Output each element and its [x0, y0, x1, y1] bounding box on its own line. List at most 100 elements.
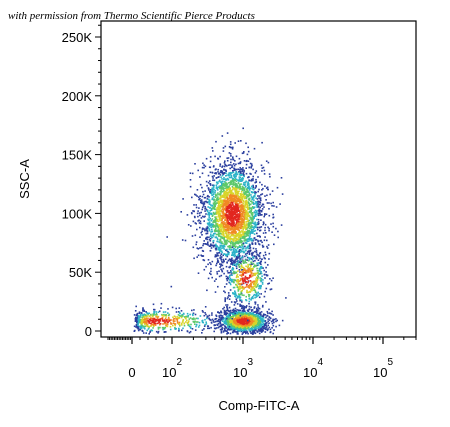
event-dot [225, 214, 227, 216]
event-dot [180, 316, 183, 319]
event-dot [240, 180, 242, 182]
event-dot [269, 316, 271, 319]
event-dot [195, 241, 198, 243]
event-dot [251, 164, 253, 167]
event-dot [227, 201, 229, 203]
event-dot [211, 198, 213, 201]
event-dot [239, 296, 242, 299]
event-dot [214, 172, 216, 175]
event-dot [247, 226, 249, 229]
event-dot [238, 229, 240, 231]
event-dot [213, 188, 215, 191]
event-dot [267, 244, 270, 246]
event-dot [242, 266, 245, 269]
event-dot [246, 226, 248, 228]
event-dot [222, 324, 225, 326]
event-dot [250, 209, 253, 211]
event-dot [234, 327, 237, 329]
event-dot [226, 159, 229, 162]
event-dot [238, 311, 241, 313]
event-dot [236, 199, 239, 202]
event-dot [197, 215, 199, 218]
event-dot [224, 230, 226, 232]
event-dot [249, 162, 252, 165]
event-dot [221, 217, 223, 220]
event-dot [236, 300, 238, 302]
event-dot [261, 319, 263, 322]
event-dot [264, 261, 267, 264]
event-dot [250, 332, 252, 334]
event-dot [232, 221, 234, 224]
event-dot [233, 254, 235, 256]
event-dot [198, 198, 201, 201]
event-dot [240, 278, 242, 281]
event-dot [247, 317, 249, 319]
event-dot [245, 242, 248, 244]
event-dot [216, 237, 219, 240]
event-dot [272, 213, 274, 216]
event-dot [193, 309, 195, 311]
event-dot [236, 326, 239, 329]
event-dot [232, 281, 235, 283]
event-dot [202, 205, 205, 207]
event-dot [224, 223, 227, 226]
event-dot [202, 202, 204, 205]
event-dot [194, 234, 197, 237]
event-dot [233, 263, 235, 266]
event-dot [195, 317, 198, 320]
event-dot [257, 326, 260, 329]
event-dot [251, 231, 254, 234]
event-dot [252, 222, 255, 225]
event-dot [222, 242, 224, 245]
event-dot [232, 186, 234, 189]
event-dot [227, 327, 229, 330]
event-dot [254, 326, 257, 329]
event-dot [267, 324, 269, 327]
event-dot [235, 222, 238, 224]
event-dot [260, 280, 262, 283]
event-dot [223, 322, 226, 324]
event-dot [238, 203, 240, 205]
event-dot [232, 259, 234, 262]
event-dot [223, 207, 225, 210]
event-dot [214, 219, 216, 221]
event-dot [256, 285, 259, 287]
event-dot [238, 249, 241, 251]
event-dot [242, 229, 245, 231]
event-dot [181, 322, 183, 325]
event-dot [271, 327, 273, 329]
event-dot [225, 170, 227, 172]
event-dot [230, 197, 232, 200]
event-dot [221, 251, 223, 254]
event-dot [174, 324, 176, 327]
event-dot [237, 282, 239, 285]
event-dot [235, 328, 238, 330]
event-dot [226, 217, 228, 220]
event-dot [244, 232, 247, 234]
event-dot [235, 256, 238, 258]
event-dot [204, 210, 206, 212]
event-dot [219, 206, 222, 208]
event-dot [261, 203, 264, 206]
event-dot [232, 171, 235, 174]
event-dot [152, 303, 155, 306]
event-dot [267, 264, 269, 266]
event-dot [247, 176, 249, 179]
event-dot [225, 212, 228, 214]
event-dot [266, 202, 269, 204]
event-dot [227, 207, 229, 209]
event-dot [231, 322, 234, 325]
event-dot [254, 221, 256, 224]
event-dot [191, 196, 193, 199]
event-dot [222, 221, 225, 223]
event-dot [231, 218, 234, 220]
event-dot [213, 193, 215, 195]
event-dot [240, 275, 243, 277]
event-dot [242, 311, 245, 314]
event-dot [233, 188, 235, 190]
event-dot [232, 260, 235, 263]
event-dot [157, 332, 159, 334]
event-dot [204, 190, 206, 192]
event-dot [210, 212, 213, 215]
event-dot [227, 236, 230, 238]
